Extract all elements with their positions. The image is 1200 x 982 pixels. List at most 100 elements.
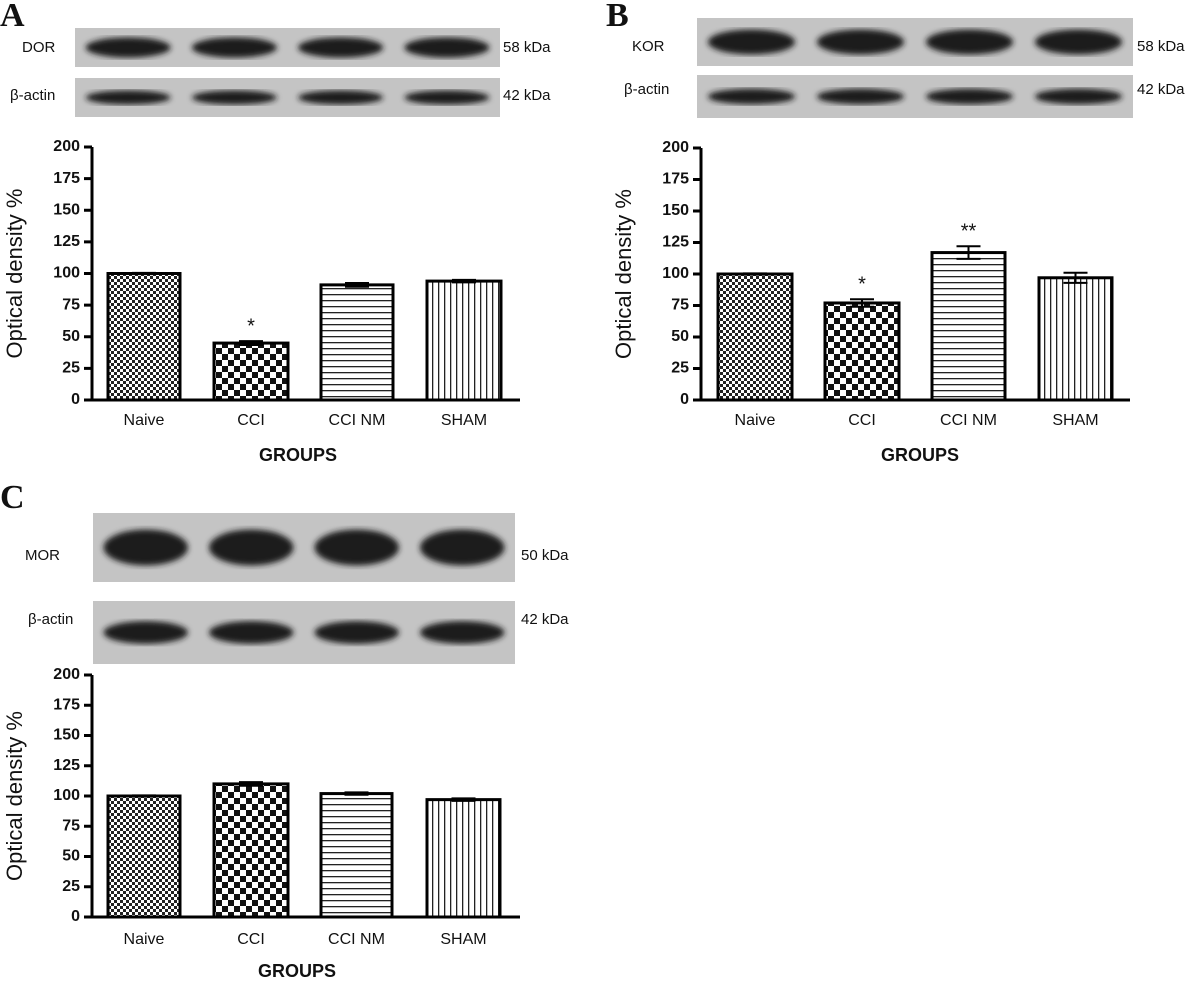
bar <box>319 792 394 919</box>
significance: * <box>247 315 255 337</box>
bar <box>425 279 503 402</box>
x-tick-label: CCI <box>848 412 876 429</box>
y-tick-label: 25 <box>671 360 689 377</box>
y-tick-label: 50 <box>671 328 689 345</box>
bar <box>425 798 502 919</box>
blot-band <box>298 37 384 58</box>
blot-band <box>191 90 277 105</box>
blot-band <box>209 529 294 566</box>
y-tick-label: 0 <box>71 908 80 925</box>
x-axis-label: GROUPS <box>259 445 337 465</box>
y-tick-label: 125 <box>53 757 80 774</box>
x-tick-label: Naive <box>735 412 776 429</box>
error-bar <box>132 794 156 798</box>
error-bar <box>344 791 369 796</box>
bar <box>716 272 794 402</box>
bar <box>106 794 182 919</box>
blot-band <box>298 90 384 105</box>
blot-label: DOR <box>22 39 56 56</box>
x-axis-label: GROUPS <box>881 445 959 465</box>
blot-size: 58 kDa <box>1137 38 1185 55</box>
blot-size: 42 kDa <box>1137 81 1185 98</box>
blot-band <box>404 37 490 58</box>
x-tick-label: Naive <box>124 931 165 948</box>
x-tick-label: Naive <box>124 412 165 429</box>
significance: * <box>858 273 866 295</box>
y-tick-label: 0 <box>680 391 689 408</box>
blot-size: 50 kDa <box>521 547 569 564</box>
error-bar <box>239 340 263 346</box>
bar <box>823 301 901 402</box>
blot-band <box>85 37 171 58</box>
y-tick-label: 150 <box>53 201 80 218</box>
y-tick-label: 175 <box>53 170 80 187</box>
blot-band <box>103 529 188 566</box>
blot-band <box>103 621 188 644</box>
y-tick-label: 175 <box>662 171 689 188</box>
x-tick-label: CCI <box>237 412 265 429</box>
y-tick-label: 200 <box>53 138 80 155</box>
x-tick-label: CCI NM <box>940 412 997 429</box>
y-axis-label: Optical density % <box>2 711 27 881</box>
y-tick-label: 100 <box>53 787 80 804</box>
x-tick-label: SHAM <box>440 931 486 948</box>
blot-size: 42 kDa <box>503 87 551 104</box>
x-axis-label: GROUPS <box>258 961 336 981</box>
y-tick-label: 175 <box>53 696 80 713</box>
error-bar <box>850 298 874 308</box>
bar <box>1037 276 1114 402</box>
blot-band <box>925 29 1014 55</box>
y-tick-label: 25 <box>62 878 80 895</box>
significance: ** <box>961 221 977 243</box>
y-tick-label: 200 <box>662 139 689 156</box>
y-tick-label: 150 <box>662 202 689 219</box>
blot-label: β-actin <box>10 87 55 104</box>
blot-band <box>1034 88 1123 105</box>
y-tick-label: 125 <box>53 233 80 250</box>
x-tick-label: CCI NM <box>328 931 385 948</box>
x-tick-label: SHAM <box>441 412 487 429</box>
blot-band <box>1034 29 1123 55</box>
blot-band <box>85 90 171 105</box>
panel-letter: C <box>0 479 25 516</box>
error-bar <box>452 278 476 284</box>
blot-band <box>404 90 490 105</box>
blot-band <box>314 621 399 644</box>
blot-label: MOR <box>25 547 60 564</box>
panel-letter: A <box>0 0 25 34</box>
y-tick-label: 50 <box>62 328 80 345</box>
y-tick-label: 100 <box>662 265 689 282</box>
blot-size: 42 kDa <box>521 611 569 628</box>
error-bar <box>345 281 369 288</box>
x-tick-label: CCI <box>237 931 265 948</box>
y-tick-label: 125 <box>662 234 689 251</box>
y-tick-label: 75 <box>671 297 689 314</box>
error-bar <box>239 781 263 787</box>
x-tick-label: SHAM <box>1052 412 1098 429</box>
blot-band <box>191 37 277 58</box>
blot-band <box>816 88 905 105</box>
blot-label: β-actin <box>624 81 669 98</box>
y-tick-label: 75 <box>62 296 80 313</box>
blot-size: 58 kDa <box>503 39 551 56</box>
bar <box>930 251 1007 402</box>
y-tick-label: 150 <box>53 727 80 744</box>
y-tick-label: 0 <box>71 391 80 408</box>
y-tick-label: 200 <box>53 666 80 683</box>
blot-band <box>707 29 796 55</box>
bar <box>212 782 290 919</box>
bar <box>212 341 290 402</box>
y-tick-label: 50 <box>62 848 80 865</box>
y-axis-label: Optical density % <box>2 189 27 359</box>
blot-label: β-actin <box>28 611 73 628</box>
blot-band <box>209 621 294 644</box>
blot-label: KOR <box>632 38 665 55</box>
blot-band <box>816 29 905 55</box>
error-bar <box>451 797 476 802</box>
error-bar <box>132 271 156 276</box>
bar <box>106 272 182 402</box>
y-tick-label: 25 <box>62 360 80 377</box>
blot-band <box>707 88 796 105</box>
y-tick-label: 100 <box>53 265 80 282</box>
